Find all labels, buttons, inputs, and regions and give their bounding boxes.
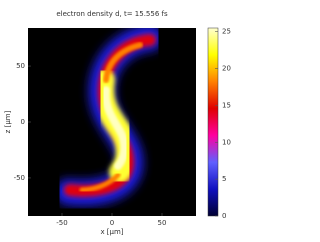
- colorbar-tick-label: 25: [222, 28, 231, 36]
- x-tick-label: 50: [158, 219, 167, 227]
- x-axis-label: x [µm]: [100, 228, 123, 236]
- y-tick-label: 0: [21, 118, 25, 126]
- colorbar-tick-label: 15: [222, 101, 231, 109]
- density-field: [55, 28, 163, 206]
- x-tick-label: 0: [110, 219, 114, 227]
- colorbar-tick-label: 20: [222, 65, 231, 73]
- y-tick-label: 50: [16, 62, 25, 70]
- colorbar: [207, 27, 219, 217]
- x-tick-label: -50: [56, 219, 67, 227]
- y-axis-label: z [µm]: [4, 110, 12, 133]
- chart: electron density d, t= 15.556 fs x [µm] …: [4, 10, 231, 236]
- colorbar-tick-label: 5: [222, 175, 226, 183]
- colorbar-tick-label: 0: [222, 212, 226, 220]
- chart-title: electron density d, t= 15.556 fs: [56, 10, 168, 18]
- y-tick-label: -50: [14, 174, 25, 182]
- colorbar-tick-label: 10: [222, 138, 231, 146]
